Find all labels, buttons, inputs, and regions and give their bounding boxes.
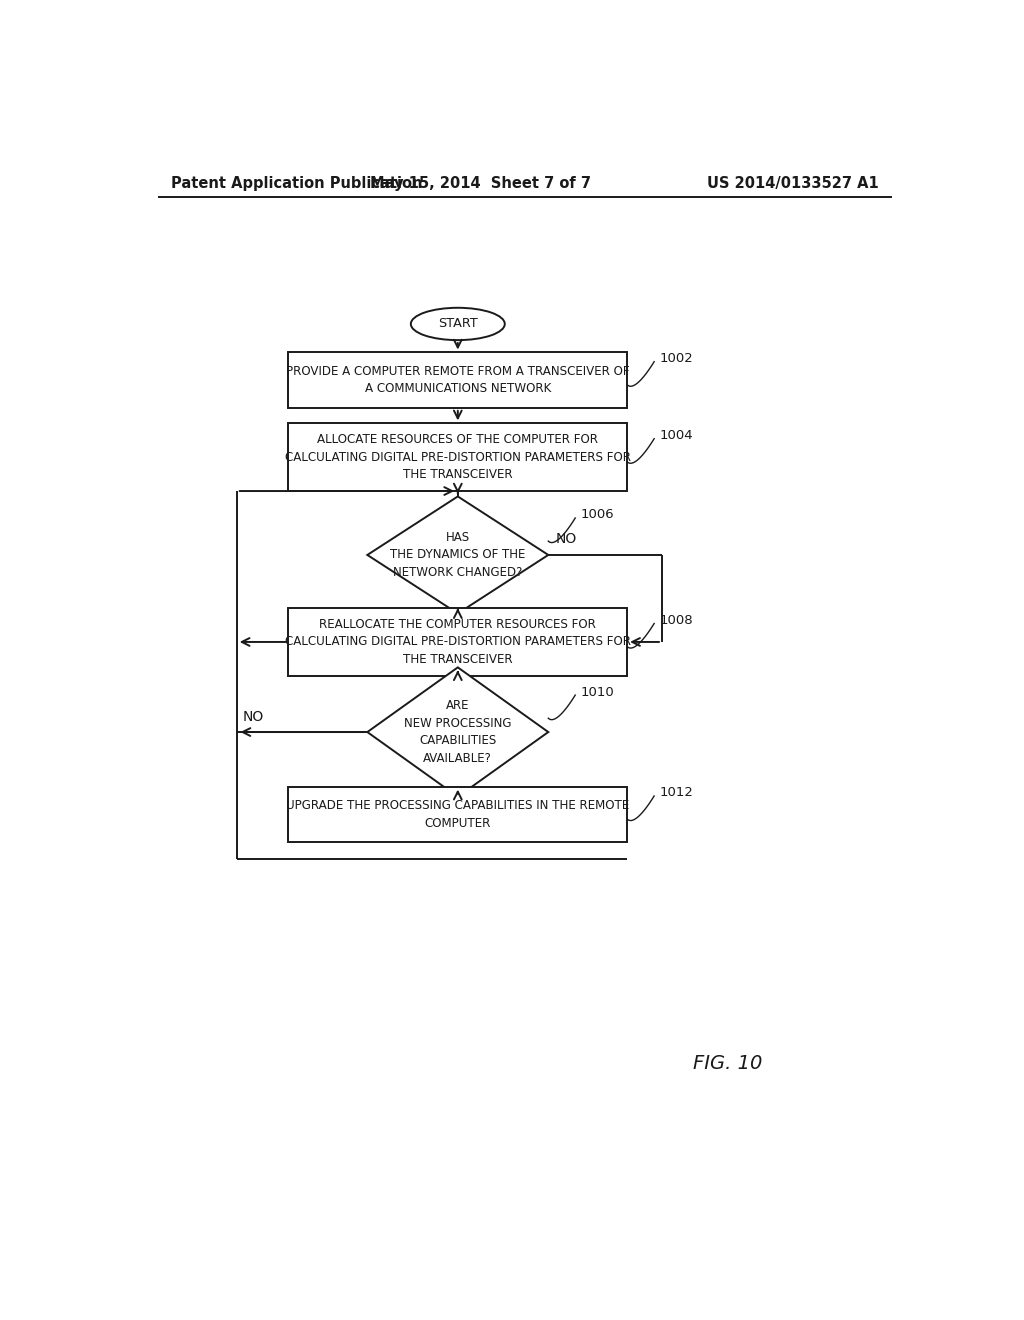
Text: PROVIDE A COMPUTER REMOTE FROM A TRANSCEIVER OF
A COMMUNICATIONS NETWORK: PROVIDE A COMPUTER REMOTE FROM A TRANSCE… — [286, 364, 630, 396]
Text: 1012: 1012 — [659, 787, 693, 800]
Polygon shape — [368, 668, 548, 797]
Text: 1004: 1004 — [659, 429, 693, 442]
Text: YES: YES — [466, 793, 492, 808]
FancyBboxPatch shape — [289, 787, 628, 842]
Text: ARE
NEW PROCESSING
CAPABILITIES
AVAILABLE?: ARE NEW PROCESSING CAPABILITIES AVAILABL… — [404, 700, 512, 764]
Text: Patent Application Publication: Patent Application Publication — [171, 176, 422, 190]
Text: ALLOCATE RESOURCES OF THE COMPUTER FOR
CALCULATING DIGITAL PRE-DISTORTION PARAME: ALLOCATE RESOURCES OF THE COMPUTER FOR C… — [285, 433, 631, 482]
Polygon shape — [368, 496, 548, 614]
Text: REALLOCATE THE COMPUTER RESOURCES FOR
CALCULATING DIGITAL PRE-DISTORTION PARAMET: REALLOCATE THE COMPUTER RESOURCES FOR CA… — [285, 618, 631, 667]
Text: YES: YES — [466, 610, 492, 624]
Text: UPGRADE THE PROCESSING CAPABILITIES IN THE REMOTE
COMPUTER: UPGRADE THE PROCESSING CAPABILITIES IN T… — [286, 799, 630, 830]
Text: START: START — [438, 317, 477, 330]
Text: 1002: 1002 — [659, 352, 693, 366]
Ellipse shape — [411, 308, 505, 341]
Text: HAS
THE DYNAMICS OF THE
NETWORK CHANGED?: HAS THE DYNAMICS OF THE NETWORK CHANGED? — [390, 531, 525, 579]
Text: 1010: 1010 — [581, 685, 614, 698]
Text: FIG. 10: FIG. 10 — [692, 1053, 762, 1073]
Text: NO: NO — [243, 710, 264, 725]
Text: NO: NO — [556, 532, 578, 546]
Text: 1008: 1008 — [659, 614, 693, 627]
FancyBboxPatch shape — [289, 609, 628, 676]
FancyBboxPatch shape — [289, 352, 628, 408]
FancyBboxPatch shape — [289, 424, 628, 491]
Text: 1006: 1006 — [581, 508, 614, 521]
Text: US 2014/0133527 A1: US 2014/0133527 A1 — [708, 176, 879, 190]
Text: May 15, 2014  Sheet 7 of 7: May 15, 2014 Sheet 7 of 7 — [371, 176, 592, 190]
